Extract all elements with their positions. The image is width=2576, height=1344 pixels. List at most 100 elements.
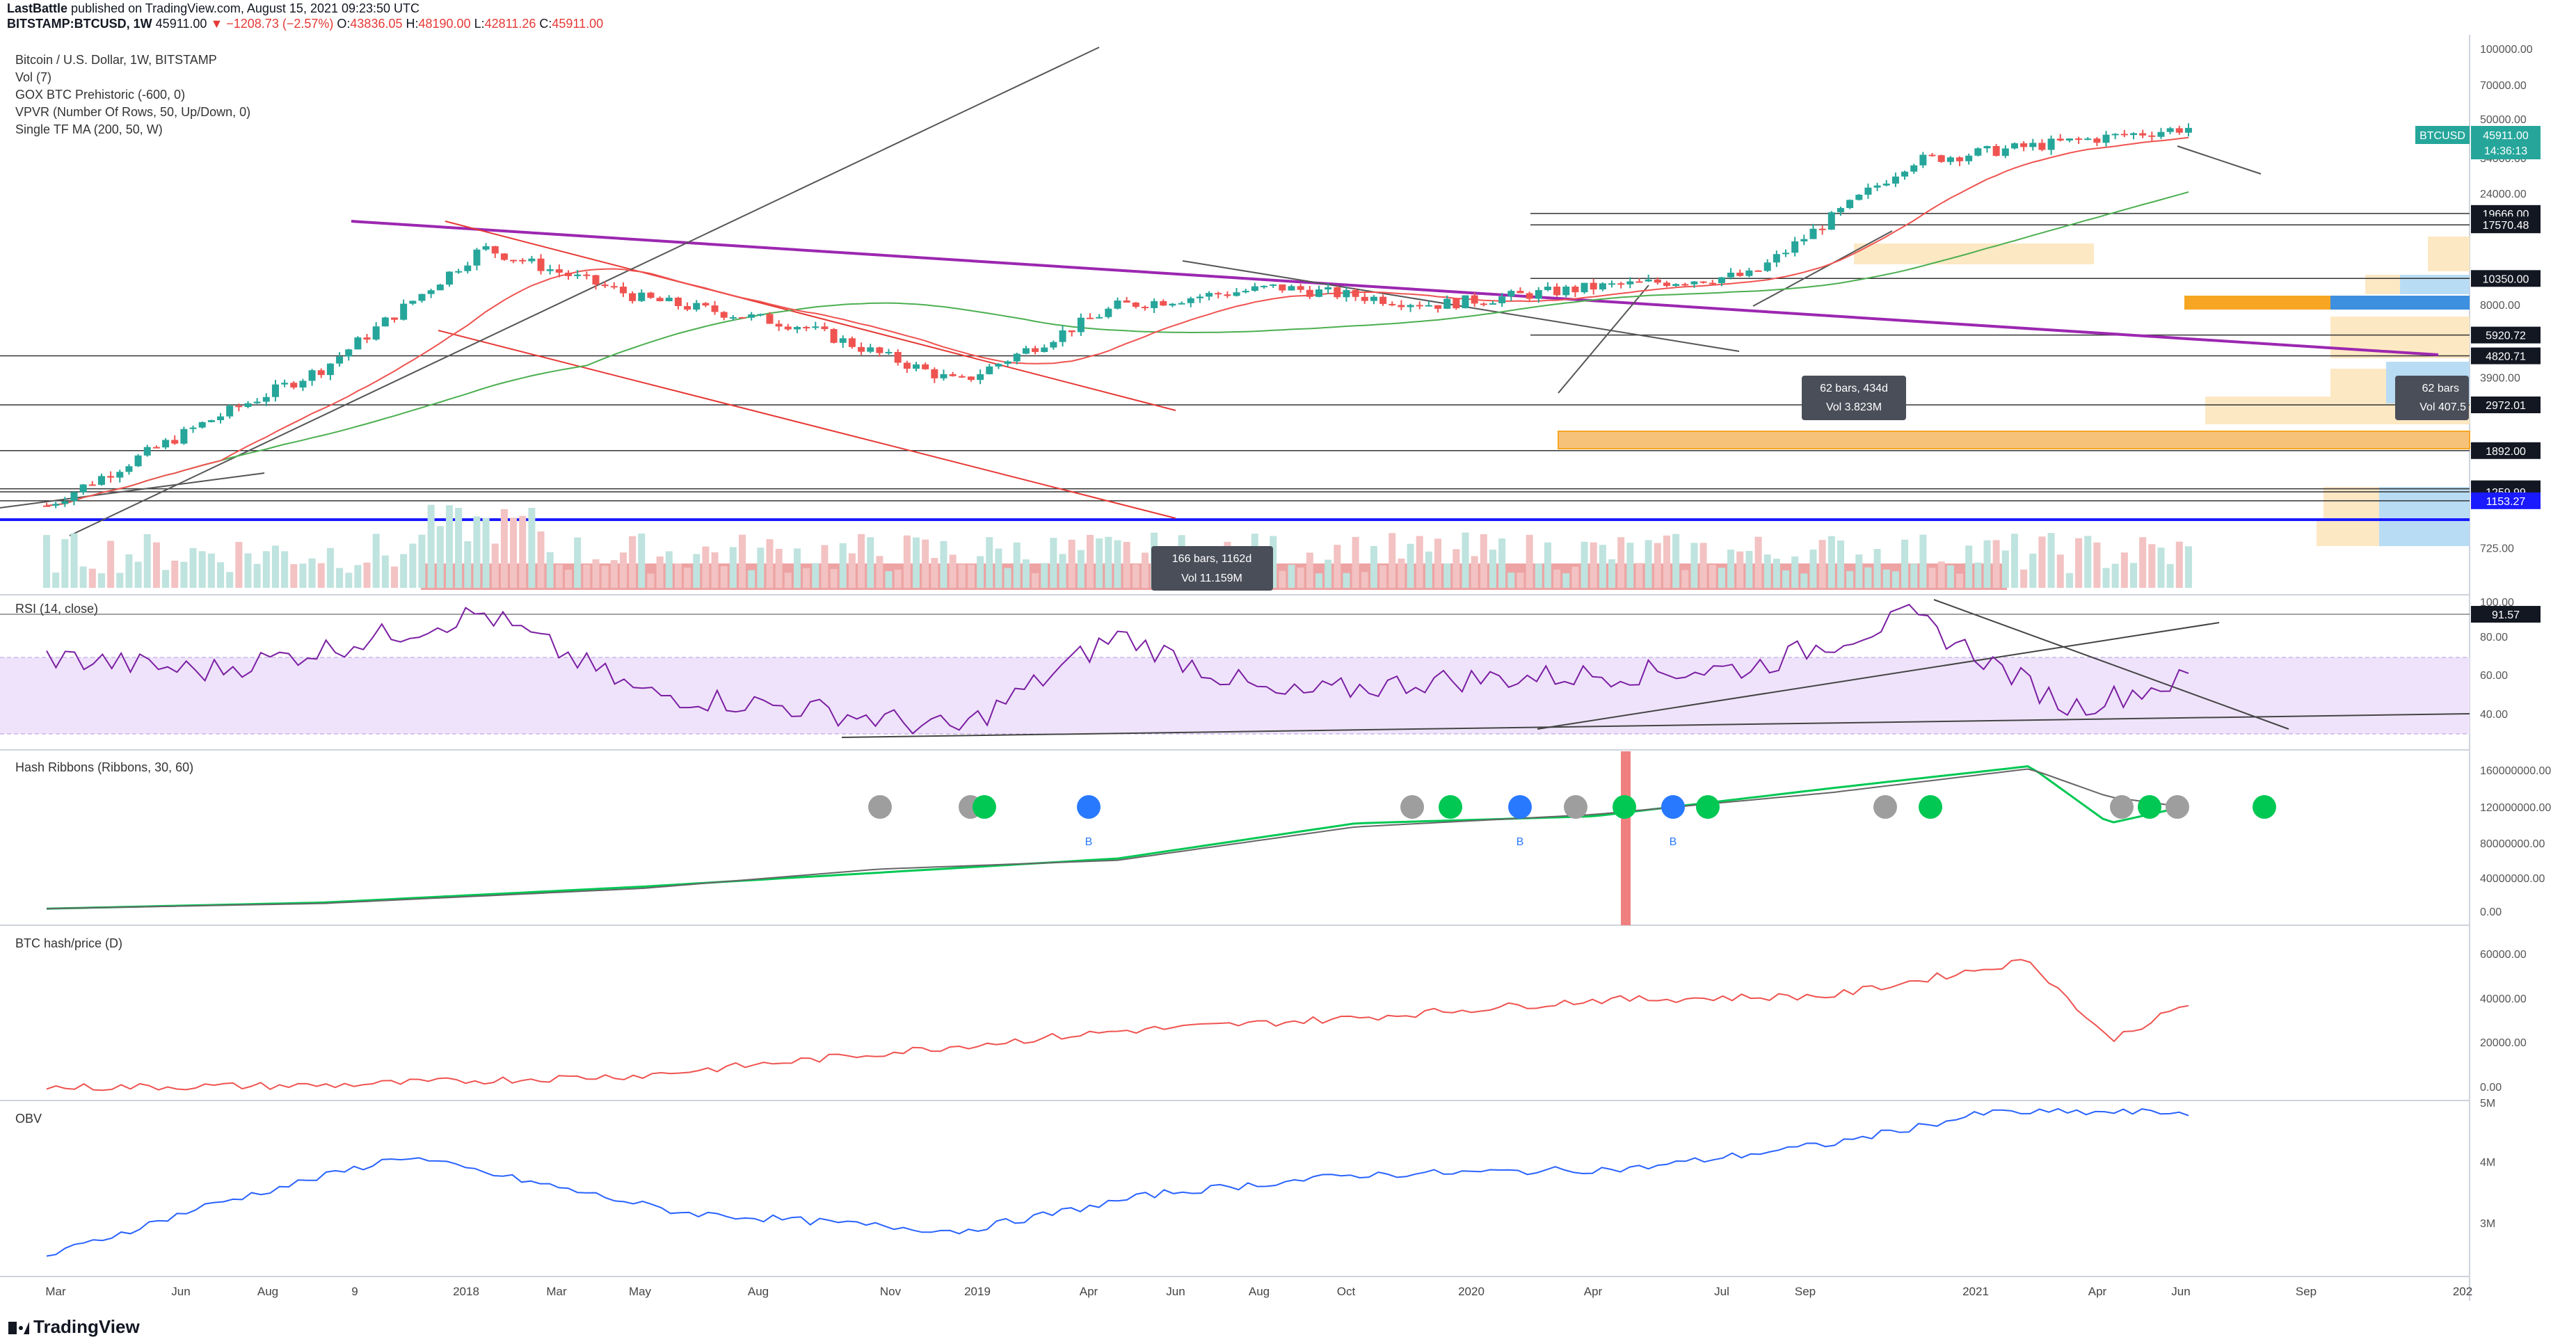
volume-bar xyxy=(2038,536,2046,588)
volume-bar xyxy=(537,531,545,588)
volume-bar xyxy=(445,505,453,588)
level-label: 2972.01 xyxy=(2486,400,2526,412)
candle-body xyxy=(226,406,234,417)
chart-title[interactable]: Bitcoin / U.S. Dollar, 1W, BITSTAMP xyxy=(15,53,217,67)
range-annotation-2[interactable]: 62 bars Vol 407.5 xyxy=(2395,376,2469,420)
candle-body xyxy=(1946,157,1954,162)
candle-body xyxy=(619,287,627,294)
candle-body xyxy=(1736,272,1744,276)
volume-bar xyxy=(1434,538,1442,588)
volume-bar xyxy=(1288,564,1295,588)
volume-bar xyxy=(931,558,938,588)
candle-body xyxy=(1416,305,1423,307)
candle-body xyxy=(1626,281,1634,285)
annotation-2-line1: 62 bars xyxy=(2422,383,2459,394)
volume-bar xyxy=(427,504,435,588)
rsi-title[interactable]: RSI (14, close) xyxy=(15,602,99,616)
candle-body xyxy=(427,290,435,294)
volume-bar xyxy=(116,573,124,588)
volume-bar xyxy=(1498,538,1506,588)
high-label: H: xyxy=(406,17,419,31)
hash-tick-label: 0.00 xyxy=(2480,906,2502,918)
candle-body xyxy=(1425,305,1432,307)
ohlc-line: BITSTAMP:BTCUSD, 1W 45911.00 ▼ −1208.73 … xyxy=(7,17,603,31)
time-tick-label: Jun xyxy=(1166,1285,1185,1298)
level-label: 5920.72 xyxy=(2486,330,2526,342)
volume-bar xyxy=(2130,563,2138,588)
volume-bar xyxy=(1297,567,1304,588)
publisher-name[interactable]: LastBattle xyxy=(7,1,68,15)
volume-bar xyxy=(848,553,856,588)
hash-price-title[interactable]: BTC hash/price (D) xyxy=(15,936,123,950)
candle-body xyxy=(967,376,975,381)
candle-body xyxy=(1325,287,1332,290)
obv-title[interactable]: OBV xyxy=(15,1112,42,1126)
candle-body xyxy=(143,447,151,456)
candle-body xyxy=(1956,157,1964,161)
volume-bar xyxy=(1068,539,1075,588)
volume-bar xyxy=(1077,550,1085,588)
candle-body xyxy=(638,292,646,301)
volume-bar xyxy=(894,569,902,588)
volume-bar xyxy=(592,559,600,588)
volume-bar xyxy=(913,537,920,588)
legend-item-vol[interactable]: Vol (7) xyxy=(15,70,52,84)
volume-bar xyxy=(1690,543,1698,588)
volume-bar xyxy=(711,552,719,588)
volume-bar xyxy=(354,565,362,588)
volume-bar xyxy=(1425,551,1432,588)
range-annotation-3[interactable]: 166 bars, 1162d Vol 11.159M xyxy=(1151,546,1273,591)
rsi-trendline-3 xyxy=(1933,599,2289,730)
legend-item-vpvr[interactable]: VPVR (Number Of Rows, 50, Up/Down, 0) xyxy=(15,105,251,119)
rsi-last-label: 91.57 xyxy=(2492,609,2520,621)
candle-body xyxy=(1763,262,1771,271)
candle-body xyxy=(1745,270,1753,276)
volume-bar xyxy=(2111,563,2119,588)
volume-bar xyxy=(784,573,792,588)
tradingview-logo[interactable]: TradingView xyxy=(8,1316,140,1338)
time-tick-label: Aug xyxy=(1249,1285,1270,1298)
candle-body xyxy=(995,364,1002,367)
candle-body xyxy=(1379,296,1387,304)
candle-body xyxy=(1855,194,1863,200)
time-tick-label: Mar xyxy=(546,1285,567,1298)
candle-body xyxy=(1068,330,1075,333)
candle-body xyxy=(1471,295,1478,304)
candle-body xyxy=(1718,277,1725,284)
candle-body xyxy=(235,406,243,408)
rsi-tick-label: 80.00 xyxy=(2480,632,2508,643)
candle-body xyxy=(757,314,765,316)
volume-bar xyxy=(922,539,929,588)
volume-bar xyxy=(1837,540,1844,588)
hash-price-tick-label: 60000.00 xyxy=(2480,949,2527,961)
volume-bar xyxy=(574,537,582,588)
volume-bar xyxy=(61,539,69,588)
volume-bar xyxy=(546,552,554,588)
volume-bar xyxy=(180,561,188,588)
candle-body xyxy=(1398,305,1405,307)
candle-body xyxy=(1261,285,1268,287)
volume-bar xyxy=(235,541,243,588)
rsi-last-bg xyxy=(2471,606,2541,623)
candle-body xyxy=(839,338,847,343)
candle-body xyxy=(665,297,673,301)
candle-body xyxy=(1800,239,1808,241)
candle-body xyxy=(107,476,115,478)
volume-bar xyxy=(1096,538,1103,588)
range-annotation-1[interactable]: 62 bars, 434d Vol 3.823M xyxy=(1802,376,1906,420)
volume-bar xyxy=(1882,569,1890,588)
hash-signal-dot xyxy=(1508,795,1532,819)
hash-ribbons-title[interactable]: Hash Ribbons (Ribbons, 30, 60) xyxy=(15,760,194,774)
legend-item-gox[interactable]: GOX BTC Prehistoric (-600, 0) xyxy=(15,88,186,102)
vpvr-profile xyxy=(421,237,2470,590)
time-tick-label: Sep xyxy=(2296,1285,2317,1298)
legend-item-ma[interactable]: Single TF MA (200, 50, W) xyxy=(15,122,163,136)
volume-bar xyxy=(88,568,96,588)
volume-bar xyxy=(839,543,847,588)
volume-bar xyxy=(455,508,463,588)
annotation-2-line2: Vol 407.5 xyxy=(2419,401,2466,413)
volume-bar xyxy=(2010,534,2018,588)
level-label-bg xyxy=(2471,347,2541,365)
candle-body xyxy=(1690,281,1698,285)
